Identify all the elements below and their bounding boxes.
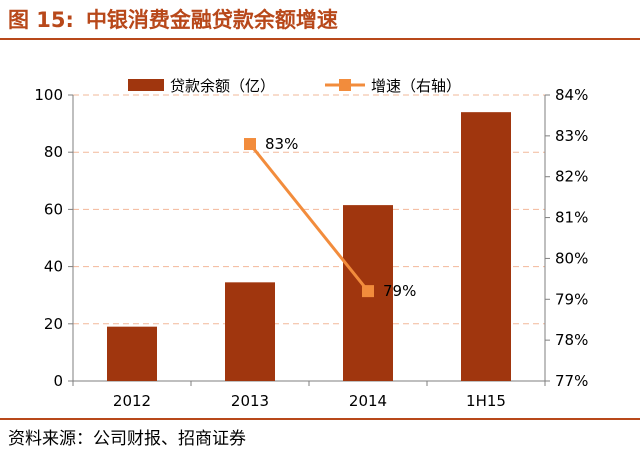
left-tick-label: 40 [44,258,63,276]
right-tick-label: 81% [555,209,588,227]
figure-title: 图 15: 中银消费金融贷款余额增速 [8,4,338,34]
figure-number: 图 15: [8,8,74,32]
right-tick-label: 79% [555,290,588,308]
right-tick-label: 78% [555,331,588,349]
bar-2013 [225,282,275,381]
right-tick-label: 80% [555,249,588,267]
right-tick-label: 82% [555,168,588,186]
growth-data-label: 83% [265,135,298,153]
x-tick-label: 2014 [349,392,387,410]
left-tick-label: 100 [34,86,63,104]
bar-2012 [107,326,157,381]
top-divider [0,38,640,40]
legend-bar-swatch [128,79,164,91]
legend-bar-label: 贷款余额（亿） [170,77,275,95]
right-tick-label: 83% [555,127,588,145]
right-tick-label: 84% [555,86,588,104]
left-tick-label: 80 [44,143,63,161]
right-tick-label: 77% [555,372,588,390]
left-tick-label: 60 [44,200,63,218]
bar-1H15 [461,112,511,381]
legend-line-label: 增速（右轴） [371,77,461,95]
x-tick-label: 2012 [113,392,151,410]
x-tick-label: 2013 [231,392,269,410]
growth-line [248,143,370,293]
growth-point-2014 [362,285,374,298]
x-tick-label: 1H15 [466,392,506,410]
combo-chart: 0 20 40 60 80 100 77% 78% 79% 80% 81% 82% 83% 84% 2012… [34,77,588,410]
figure-title-text: 中银消费金融贷款余额增速 [85,8,338,32]
growth-data-label: 79% [383,282,416,300]
left-tick-label: 20 [44,315,63,333]
left-tick-label: 0 [53,372,63,390]
growth-point-2013 [244,138,256,151]
source-note: 资料来源：公司财报、招商证券 [8,429,246,449]
bottom-divider [0,418,640,420]
legend-line-marker [339,79,351,91]
